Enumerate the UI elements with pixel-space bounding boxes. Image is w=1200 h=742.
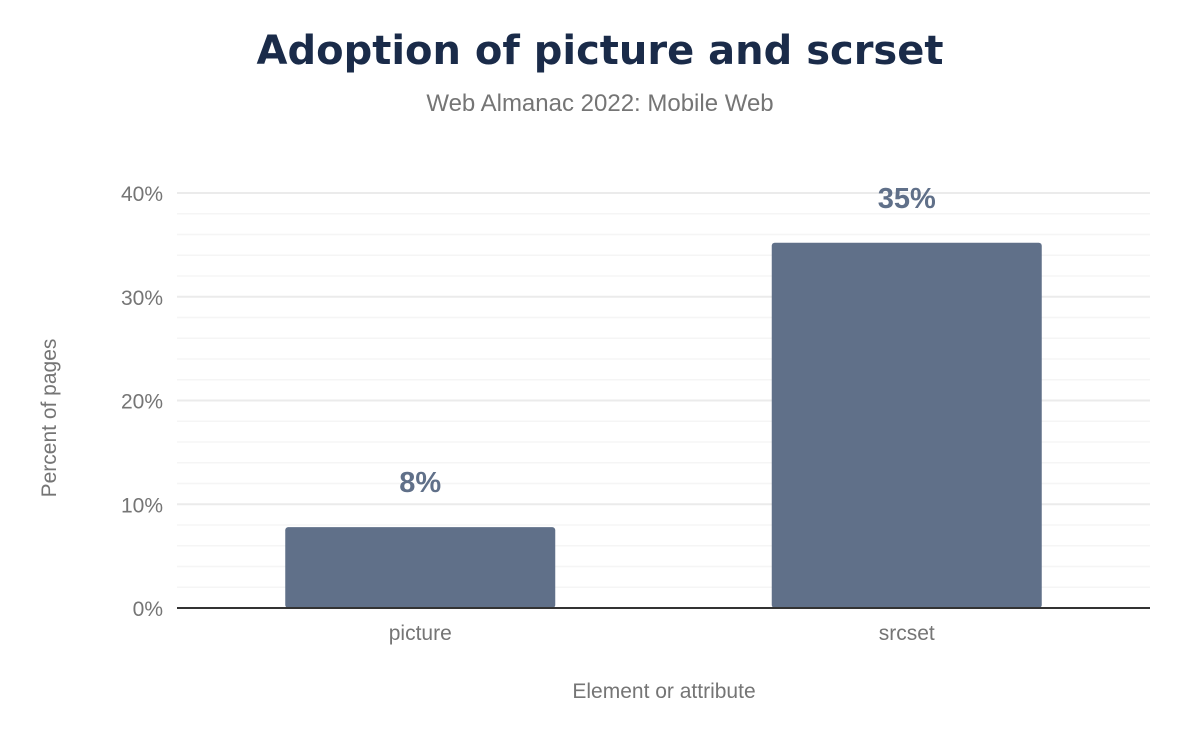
y-tick-label: 10% bbox=[121, 494, 163, 517]
y-tick-label: 30% bbox=[121, 287, 163, 310]
bar-picture bbox=[285, 527, 556, 608]
y-tick-label: 20% bbox=[121, 391, 163, 414]
x-tick-label: srcset bbox=[879, 622, 935, 645]
y-axis-title: Percent of pages bbox=[38, 339, 61, 498]
x-tick-label: picture bbox=[389, 622, 452, 645]
chart-title: Adoption of picture and scrset bbox=[256, 28, 944, 74]
data-label: 35% bbox=[878, 183, 936, 215]
y-tick-label: 0% bbox=[133, 598, 163, 621]
x-axis-title: Element or attribute bbox=[572, 680, 755, 703]
chart-subtitle: Web Almanac 2022: Mobile Web bbox=[426, 90, 774, 117]
bar-srcset bbox=[771, 242, 1042, 609]
data-label: 8% bbox=[399, 467, 441, 499]
y-tick-label: 40% bbox=[121, 183, 163, 206]
